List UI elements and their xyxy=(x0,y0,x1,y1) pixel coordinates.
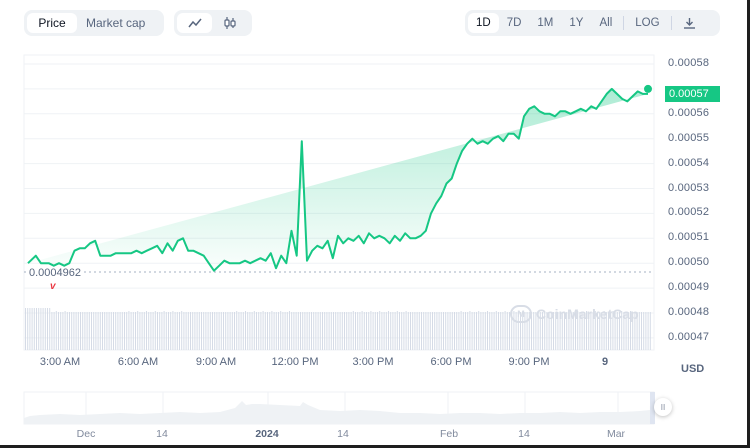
x-tick-label: 9:00 AM xyxy=(195,356,237,368)
range-1m[interactable]: 1M xyxy=(537,17,554,29)
tab-price[interactable]: Price xyxy=(27,13,77,33)
download-button[interactable] xyxy=(675,13,704,33)
current-price-tag: 0.00057 xyxy=(665,86,720,102)
candlestick-icon xyxy=(223,17,236,29)
navigator-area xyxy=(24,401,650,424)
price-marketcap-toggle: Price Market cap xyxy=(24,10,164,36)
divider xyxy=(623,16,625,30)
divider xyxy=(670,16,672,30)
last-price-dot xyxy=(644,84,652,93)
x-tick-label: 3:00 AM xyxy=(39,356,81,368)
price-line xyxy=(27,87,648,272)
y-tick-label: 0.00053 xyxy=(668,181,710,194)
x-tick-label: 12:00 PM xyxy=(271,356,319,368)
watermark-text: CoinMarketCap xyxy=(536,306,639,322)
navigator-tick-label: 14 xyxy=(156,428,168,440)
coinmarketcap-logo-icon: M xyxy=(510,305,532,323)
y-tick-label: 0.00047 xyxy=(668,330,710,343)
x-tick-label: 6:00 PM xyxy=(430,356,472,368)
x-tick-label: 6:00 AM xyxy=(117,356,159,368)
window-edge xyxy=(0,445,750,448)
y-tick-label: 0.00054 xyxy=(668,156,710,169)
navigator-tick-label: 2024 xyxy=(255,428,279,440)
x-tick-label: 3:00 PM xyxy=(352,356,394,368)
time-range-toggle: 1D 7D 1M 1Y All LOG xyxy=(465,10,720,36)
price-area-fill xyxy=(28,88,648,271)
log-scale-button[interactable]: LOG xyxy=(635,17,660,29)
x-tick-label: 9:00 PM xyxy=(508,356,550,368)
x-tick-label: 9 xyxy=(601,356,609,368)
y-tick-label: 0.00051 xyxy=(668,231,710,244)
range-1y[interactable]: 1Y xyxy=(569,17,584,29)
candlestick-button[interactable] xyxy=(212,13,247,33)
plot-frame xyxy=(23,54,655,351)
line-chart-button[interactable] xyxy=(177,13,212,33)
y-tick-label: 0.00049 xyxy=(668,281,710,294)
navigator-handle[interactable]: II xyxy=(654,398,672,416)
navigator-tick-label: Mar xyxy=(606,428,626,440)
chart-style-toggle xyxy=(174,10,252,36)
y-tick-label: 0.00056 xyxy=(668,106,710,119)
navigator-selection[interactable] xyxy=(650,392,655,424)
volume-bars xyxy=(25,308,651,350)
min-price-marker-icon: v xyxy=(50,281,56,292)
navigator-tick-label: Feb xyxy=(439,428,459,440)
navigator-tick-label: Dec xyxy=(76,428,96,440)
line-chart-icon xyxy=(187,18,202,28)
min-price-label: 0.0004962 xyxy=(29,267,83,279)
range-7d[interactable]: 7D xyxy=(506,17,522,29)
window-edge xyxy=(747,0,750,448)
navigator-tick-label: 14 xyxy=(518,428,530,440)
currency-label: USD xyxy=(681,363,705,375)
y-tick-label: 0.00055 xyxy=(668,131,710,144)
tab-market-cap[interactable]: Market cap xyxy=(86,16,146,30)
y-tick-label: 0.00050 xyxy=(668,256,710,269)
y-tick-label: 0.00048 xyxy=(668,306,710,318)
navigator-tick-label: 14 xyxy=(337,428,349,440)
range-all[interactable]: All xyxy=(599,17,613,29)
download-icon xyxy=(683,18,695,29)
watermark: M CoinMarketCap xyxy=(510,305,639,323)
y-tick-label: 0.00058 xyxy=(668,57,710,69)
range-1d[interactable]: 1D xyxy=(468,13,499,33)
y-tick-label: 0.00052 xyxy=(668,206,710,219)
